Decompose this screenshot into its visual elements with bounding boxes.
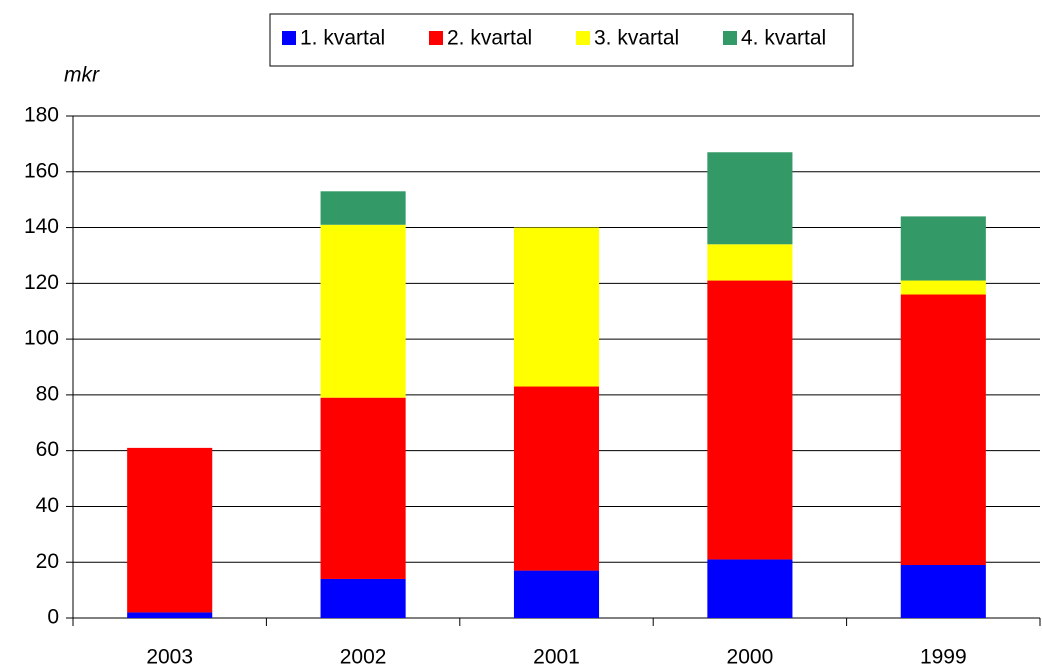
y-tick-label: 40	[36, 494, 59, 517]
legend-label: 1. kvartal	[300, 27, 385, 50]
legend-box	[269, 13, 854, 67]
x-tick-label: 2002	[340, 646, 387, 667]
x-tick-label: 2001	[533, 646, 580, 667]
bar-segment	[513, 570, 600, 618]
bar-segment	[900, 565, 986, 618]
legend-swatch	[723, 31, 737, 45]
y-axis-label: mkr	[64, 64, 100, 87]
x-tick-label: 2003	[146, 646, 193, 667]
y-tick-label: 160	[24, 159, 59, 182]
y-tick-label: 180	[24, 104, 59, 127]
y-tick-label: 80	[36, 382, 59, 405]
y-tick-label: 0	[47, 606, 59, 629]
x-tick-label: 1999	[920, 646, 967, 667]
bar-segment	[320, 224, 406, 398]
bar-segment	[320, 191, 406, 225]
x-tick-label: 2000	[727, 646, 774, 667]
bar-segment	[320, 397, 406, 579]
bar-segment	[513, 386, 600, 571]
legend-swatch	[282, 31, 296, 45]
y-tick-label: 20	[36, 550, 59, 573]
bar-segment	[707, 280, 793, 560]
legend-label: 4. kvartal	[741, 27, 826, 50]
bar-segment	[900, 280, 986, 295]
bar-segment	[707, 244, 793, 281]
legend-swatch	[576, 31, 590, 45]
bar-segment	[900, 216, 986, 281]
bar-segment	[127, 612, 213, 618]
y-tick-label: 140	[24, 215, 59, 238]
y-tick-label: 100	[24, 327, 59, 350]
legend-label: 3. kvartal	[594, 27, 679, 50]
legend-label: 2. kvartal	[447, 27, 532, 50]
bar-segment	[513, 227, 600, 387]
bar-segment	[707, 152, 793, 245]
legend-swatch	[429, 31, 443, 45]
bar-segment	[320, 578, 406, 618]
y-tick-label: 60	[36, 438, 59, 461]
bar-segment	[900, 294, 986, 566]
bar-segment	[707, 559, 793, 618]
bar-segment	[127, 447, 213, 613]
y-tick-label: 120	[24, 271, 59, 294]
